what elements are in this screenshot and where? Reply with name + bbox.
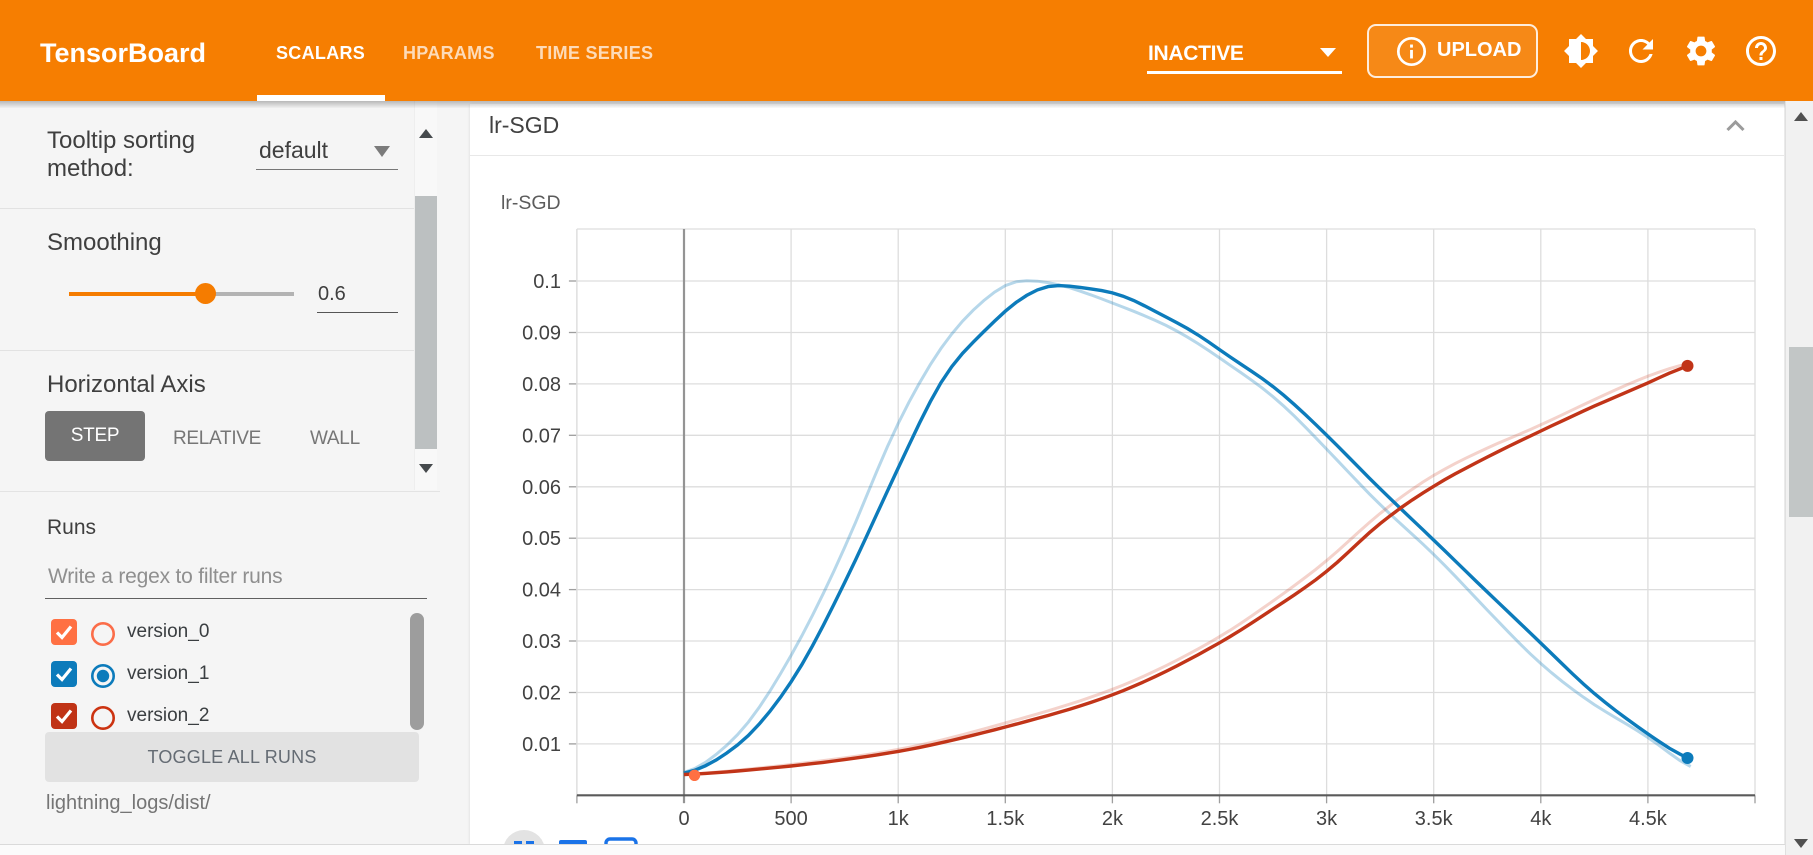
svg-text:3.5k: 3.5k — [1415, 808, 1454, 830]
svg-text:0.05: 0.05 — [522, 528, 561, 550]
svg-text:0.04: 0.04 — [522, 580, 561, 602]
svg-text:0.01: 0.01 — [522, 734, 561, 756]
svg-text:0: 0 — [678, 808, 689, 830]
svg-text:0.09: 0.09 — [522, 323, 561, 345]
svg-text:0.08: 0.08 — [522, 374, 561, 396]
svg-text:0.02: 0.02 — [522, 683, 561, 705]
svg-text:0.1: 0.1 — [533, 271, 561, 293]
svg-text:500: 500 — [774, 808, 807, 830]
svg-text:2.5k: 2.5k — [1201, 808, 1240, 830]
svg-text:3k: 3k — [1316, 808, 1338, 830]
svg-text:1.5k: 1.5k — [986, 808, 1025, 830]
svg-text:1k: 1k — [888, 808, 910, 830]
svg-text:0.03: 0.03 — [522, 631, 561, 653]
svg-text:4.5k: 4.5k — [1629, 808, 1668, 830]
svg-text:4k: 4k — [1530, 808, 1552, 830]
svg-text:0.06: 0.06 — [522, 477, 561, 499]
svg-text:2k: 2k — [1102, 808, 1124, 830]
svg-text:0.07: 0.07 — [522, 425, 561, 447]
